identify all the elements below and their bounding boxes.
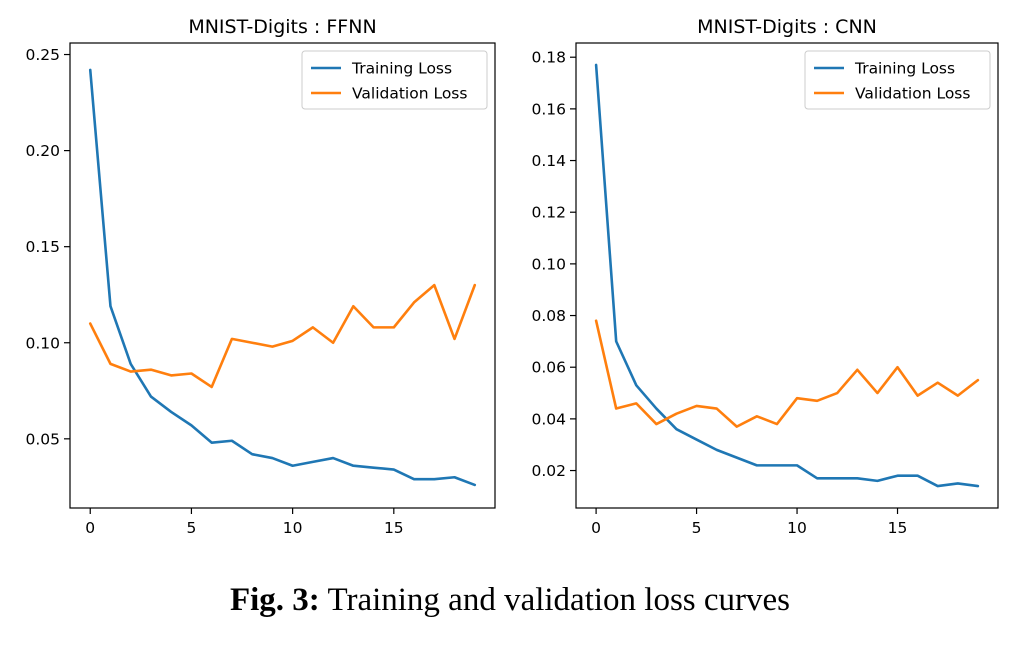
x-tick-label: 5 xyxy=(186,519,196,537)
series-line-training xyxy=(594,63,980,488)
plot-frame xyxy=(575,42,999,509)
legend-box xyxy=(301,50,488,110)
y-tick-label: 0.02 xyxy=(531,462,566,480)
legend: Training Loss Validation Loss xyxy=(804,50,991,110)
y-tick-label: 0.18 xyxy=(531,49,566,67)
y-tick-label: 0.08 xyxy=(531,307,566,325)
legend: Training Loss Validation Loss xyxy=(301,50,488,110)
y-tick-label: 0.14 xyxy=(531,152,566,170)
y-tick-label: 0.10 xyxy=(25,334,60,352)
x-tick-label: 15 xyxy=(384,519,404,537)
legend-entry: Training Loss xyxy=(311,60,452,78)
series-line-training xyxy=(88,68,477,487)
legend-label: Validation Loss xyxy=(855,85,970,103)
y-tick-label: 0.20 xyxy=(25,142,60,160)
chart-title: MNIST-Digits : CNN xyxy=(697,16,877,38)
x-tick-label: 5 xyxy=(692,519,702,537)
figure-caption: Fig. 3: Training and validation loss cur… xyxy=(0,582,1020,619)
y-tick-label: 0.25 xyxy=(25,46,60,64)
caption-label: Fig. 3: xyxy=(229,582,320,618)
y-tick-label: 0.10 xyxy=(531,255,566,273)
chart-ffnn: MNIST-Digits : FFNN 0 5 10 15 0.05 0.10 0.15 0.2… xyxy=(25,16,496,537)
chart-cnn: MNIST-Digits : CNN 0 5 10 15 0.02 0.04 0.06 0.08… xyxy=(531,16,999,537)
legend-label: Validation Loss xyxy=(352,85,467,103)
legend-entry: Validation Loss xyxy=(814,85,970,103)
legend-entry: Validation Loss xyxy=(311,85,467,103)
legend-entry: Training Loss xyxy=(814,60,955,78)
y-tick-label: 0.16 xyxy=(531,100,566,118)
figure: MNIST-Digits : FFNN 0 5 10 15 0.05 0.10 0.15 0.2… xyxy=(25,16,999,537)
y-tick-label: 0.04 xyxy=(531,410,566,428)
legend-label: Training Loss xyxy=(854,60,955,78)
x-tick-label: 10 xyxy=(283,519,303,537)
caption-text: Training and validation loss curves xyxy=(327,582,791,618)
y-tick-label: 0.05 xyxy=(25,430,60,448)
plot-frame xyxy=(69,42,496,509)
series-line-validation xyxy=(88,283,477,389)
x-tick-label: 0 xyxy=(85,519,95,537)
series-line-validation xyxy=(594,319,980,428)
y-tick-label: 0.12 xyxy=(531,204,566,222)
x-tick-label: 10 xyxy=(787,519,807,537)
chart-title: MNIST-Digits : FFNN xyxy=(188,16,376,38)
x-tick-label: 15 xyxy=(888,519,908,537)
legend-label: Training Loss xyxy=(351,60,452,78)
y-tick-label: 0.15 xyxy=(25,238,60,256)
legend-box xyxy=(804,50,991,110)
y-tick-label: 0.06 xyxy=(531,359,566,377)
x-tick-label: 0 xyxy=(591,519,601,537)
